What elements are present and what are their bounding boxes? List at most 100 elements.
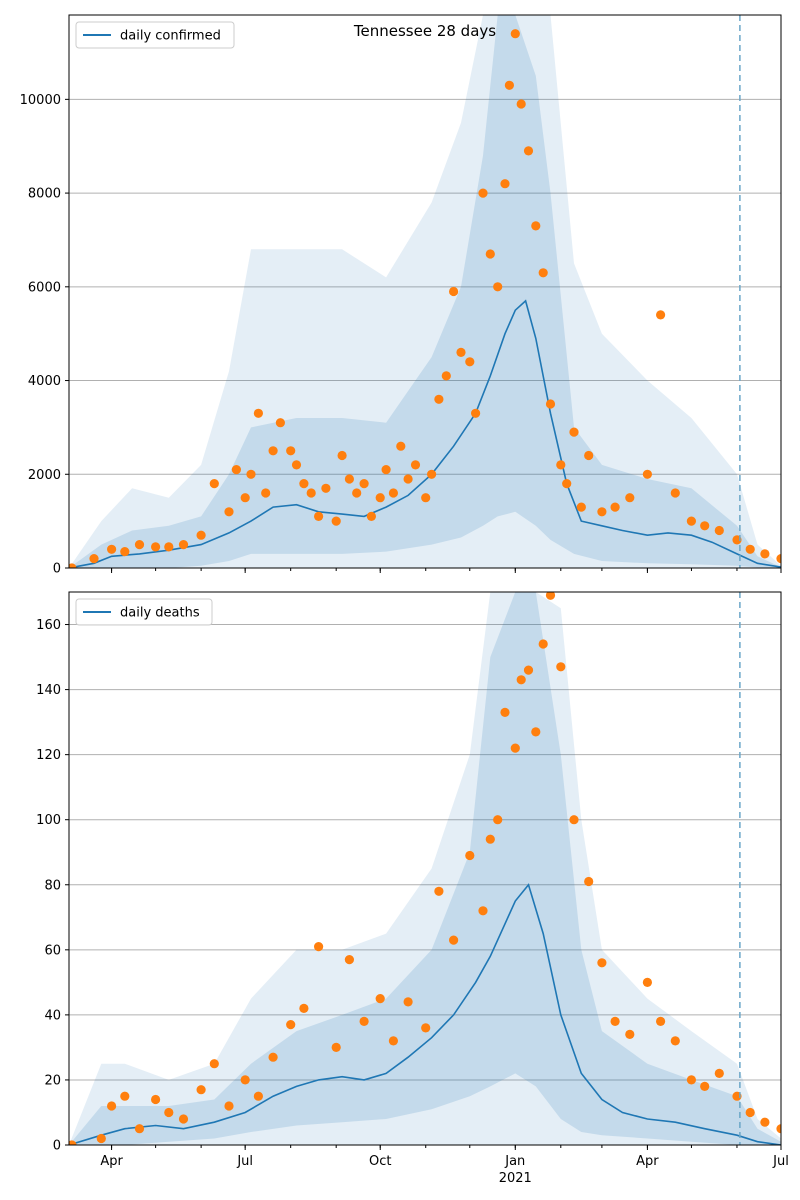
data-point (523, 146, 534, 156)
x-year-label: 2021 (499, 1171, 532, 1186)
data-point (485, 834, 495, 844)
data-point (314, 942, 324, 952)
data-point (375, 493, 385, 503)
data-point (231, 465, 241, 475)
data-point (745, 1107, 755, 1118)
plot-area (69, 15, 781, 568)
band-inner (69, 592, 781, 1145)
data-point (331, 516, 341, 526)
data-point (745, 544, 755, 554)
data-point (164, 1107, 174, 1118)
data-point (760, 549, 770, 559)
data-point (246, 469, 256, 479)
data-point (538, 268, 548, 278)
axes-frame (68, 14, 782, 569)
data-point (381, 465, 391, 475)
data-point (670, 1036, 680, 1046)
data-point (224, 1101, 234, 1111)
data-point (366, 511, 376, 521)
data-point (275, 418, 285, 428)
data-point (625, 1029, 635, 1039)
data-point (569, 815, 579, 825)
data-point (134, 1124, 145, 1134)
x-tick-label: Jul (236, 1154, 253, 1169)
data-point (449, 935, 459, 945)
data-point (545, 399, 556, 409)
data-point (403, 997, 413, 1007)
y-tick-label: 80 (44, 878, 61, 893)
data-point (760, 1117, 770, 1127)
data-point (178, 1114, 189, 1124)
x-tick-label: Jan (504, 1154, 525, 1169)
data-point (504, 80, 514, 90)
data-point (569, 427, 579, 437)
data-point (178, 540, 189, 550)
data-point (268, 1052, 278, 1062)
data-point (471, 408, 481, 418)
panel-1: 0 2000 4000 6000 8000 10000 daily confirmed Ten… (20, 14, 782, 577)
data-point (240, 1075, 250, 1085)
data-point (714, 525, 724, 536)
data-point (656, 1016, 666, 1026)
data-point (538, 639, 548, 649)
data-point (610, 1016, 620, 1026)
data-point (286, 446, 296, 456)
data-point (291, 460, 302, 470)
data-point (478, 906, 488, 916)
y-tick-label: 160 (36, 618, 61, 633)
data-point (421, 1023, 431, 1033)
data-point (597, 507, 607, 517)
data-point (441, 371, 451, 381)
data-point (427, 469, 437, 479)
y-tick-label: 0 (53, 1139, 61, 1154)
data-point (209, 1059, 219, 1069)
data-point (69, 1140, 77, 1145)
data-point (120, 1091, 130, 1101)
x-tick-label: Apr (100, 1154, 123, 1169)
data-point (700, 521, 710, 531)
data-point (134, 540, 145, 550)
data-point (642, 469, 653, 479)
data-point (556, 662, 566, 672)
data-point (388, 488, 398, 498)
data-point (396, 441, 406, 451)
data-point (434, 394, 444, 404)
data-point (510, 743, 520, 753)
data-point (516, 675, 526, 685)
chart-title: Tennessee 28 days (353, 22, 496, 40)
data-point (510, 29, 520, 39)
series-line (69, 883, 781, 1145)
y-tick-label: 40 (44, 1008, 61, 1023)
data-point (776, 554, 781, 564)
data-point (465, 850, 475, 861)
data-point (562, 479, 572, 489)
band-outer (69, 592, 781, 1145)
data-point (240, 493, 250, 503)
data-point (625, 493, 635, 503)
data-point (253, 408, 263, 418)
legend: daily deaths (75, 598, 213, 626)
data-point (253, 1091, 263, 1101)
data-point (388, 1036, 398, 1046)
data-point (306, 488, 316, 498)
x-tick-label: Jul (772, 1154, 789, 1169)
data-point (344, 955, 354, 965)
y-tick-label: 140 (36, 683, 61, 698)
y-tick-label: 6000 (28, 280, 61, 295)
data-point (531, 727, 541, 737)
data-point (196, 530, 206, 540)
data-point (576, 502, 586, 512)
data-point (120, 547, 130, 557)
data-point (776, 1124, 781, 1134)
data-point (523, 665, 534, 675)
y-tick-label: 20 (44, 1073, 61, 1088)
data-point (151, 1094, 161, 1105)
data-point (107, 1101, 117, 1111)
data-point (375, 994, 385, 1004)
data-point (449, 286, 459, 297)
data-point (493, 815, 503, 825)
data-point (531, 221, 541, 231)
data-point (89, 554, 99, 564)
data-point (151, 542, 161, 552)
